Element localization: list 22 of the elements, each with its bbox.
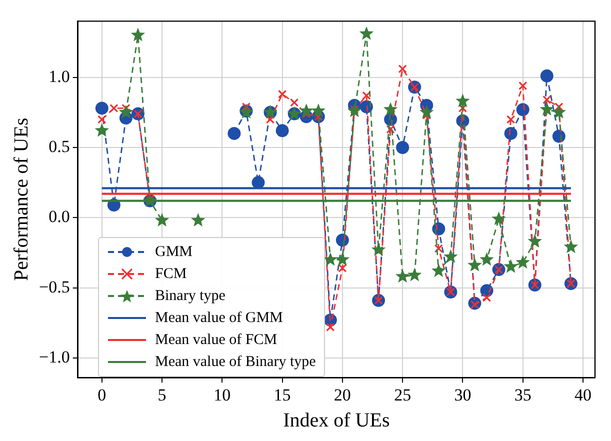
x-tick-label: 0 [98,385,106,404]
legend-label: Binary type [155,288,226,304]
legend-label: Mean value of FCM [155,332,278,348]
y-tick-label: −0.5 [38,277,70,296]
x-tick-label: 30 [454,385,472,404]
y-tick-label: 1.0 [48,66,70,86]
legend-label: Mean value of GMM [155,310,283,326]
legend-label: FCM [155,266,187,282]
y-axis-title: Performance of UEs [10,118,32,282]
x-tick-label: 20 [334,385,351,404]
y-tick-label: 0.5 [48,136,70,156]
x-tick-label: 25 [394,385,412,404]
x-tick-label: 40 [574,385,592,404]
legend-label: GMM [155,244,193,260]
y-tick-label: −1.0 [38,347,70,366]
legend-label: Mean value of Binary type [155,354,316,370]
x-tick-label: 35 [514,385,532,404]
y-tick-label: 0.0 [48,207,70,226]
x-tick-label: 15 [274,385,291,404]
x-tick-label: 5 [158,385,166,404]
x-tick-label: 10 [214,385,231,404]
x-axis-title: Index of UEs [283,409,390,432]
